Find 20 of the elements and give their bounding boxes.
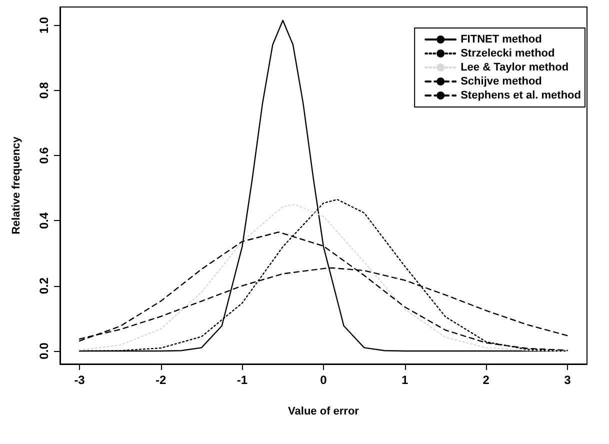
y-axis-title: Relative frequency xyxy=(10,136,22,234)
y-tick-label: 0.0 xyxy=(37,342,51,360)
x-tick-label: -3 xyxy=(74,373,86,387)
y-tick-label: 0.8 xyxy=(37,82,51,99)
x-tick-label: -1 xyxy=(236,373,248,387)
legend-label: Schijve method xyxy=(460,76,542,88)
x-tick-label: 2 xyxy=(482,373,490,387)
legend-label: Lee & Taylor method xyxy=(460,62,569,74)
legend-label: FITNET method xyxy=(460,34,542,46)
y-tick-label: 0.6 xyxy=(37,146,51,164)
y-tick-label: 0.2 xyxy=(37,277,51,294)
y-tick-label: 1.0 xyxy=(37,16,51,34)
x-axis-title: Value of error xyxy=(288,406,360,418)
y-tick-label: 0.4 xyxy=(37,212,51,230)
x-tick-label: 1 xyxy=(401,373,408,387)
legend-label: Strzelecki method xyxy=(460,48,555,60)
x-tick-label: -2 xyxy=(156,373,167,387)
x-tick-label: 0 xyxy=(320,373,328,387)
legend-label: Stephens et al. method xyxy=(460,90,582,102)
x-tick-label: 3 xyxy=(564,373,572,387)
